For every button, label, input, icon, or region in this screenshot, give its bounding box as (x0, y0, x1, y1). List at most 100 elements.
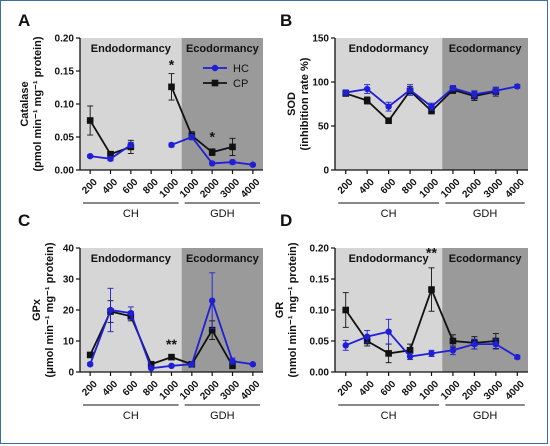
x-tick-label: 4000 (239, 379, 263, 403)
y-axis-title: GR (274, 302, 286, 319)
point-cp (342, 306, 350, 314)
group-label: GDH (210, 410, 235, 422)
x-tick-label: 600 (379, 177, 399, 197)
y-tick-label: 40 (63, 244, 75, 255)
panel-a: Endodormancy Ecodormancy 0.00 0.05 0.10 0.15 0… (18, 11, 263, 220)
point-cp (363, 97, 371, 104)
group-label: GDH (473, 208, 498, 220)
x-tick-label: 3000 (219, 177, 243, 201)
significance-marker: ** (166, 336, 177, 352)
y-tick-label: 0.20 (55, 34, 75, 45)
x-tick-label: 3000 (482, 379, 506, 403)
y-tick-label: 0.20 (310, 244, 330, 255)
y-tick-label: 0.15 (55, 67, 75, 78)
y-tick-label: 0.05 (310, 337, 330, 348)
x-tick-label: 1000 (158, 379, 182, 403)
x-tick-label: 400 (101, 177, 121, 197)
group-label: CH (381, 208, 397, 220)
point-hc (168, 141, 175, 149)
band-label: Endodormancy (349, 253, 430, 265)
series-line-cp (344, 287, 496, 355)
x-tick-label: 4000 (239, 177, 263, 201)
y-tick-label: 0.10 (55, 100, 75, 111)
legend-entry: HC (233, 63, 249, 75)
band-label: Ecodormancy (186, 253, 260, 265)
point-cp (86, 117, 94, 124)
point-hc (385, 328, 392, 335)
point-hc (107, 306, 114, 314)
legend-marker (211, 64, 219, 72)
point-hc (188, 361, 196, 368)
point-cp (208, 326, 216, 334)
significance-marker: * (209, 129, 215, 145)
x-tick-label: 600 (379, 379, 399, 399)
point-cp (428, 286, 435, 293)
x-tick-label: 200 (80, 379, 100, 399)
x-tick-label: 4000 (503, 177, 527, 201)
panel-letter: D (280, 211, 292, 230)
point-hc (342, 342, 349, 349)
x-tick-label: 200 (80, 177, 100, 197)
band-label: Endodormancy (91, 43, 172, 55)
point-hc (492, 340, 500, 348)
point-hc (86, 361, 94, 368)
group-label: CH (381, 410, 397, 422)
y-tick-label: 0.05 (55, 133, 75, 144)
x-tick-label: 2000 (198, 379, 222, 403)
x-tick-label: 600 (121, 177, 141, 197)
y-tick-label: 150 (312, 34, 329, 45)
x-tick-label: 1000 (418, 379, 442, 403)
x-tick-label: 3000 (482, 177, 506, 201)
point-hc (363, 85, 371, 93)
point-hc (188, 133, 196, 141)
x-tick-label: 2000 (461, 177, 485, 201)
y-tick-label: 30 (63, 275, 75, 286)
x-tick-label: 3000 (219, 379, 243, 403)
x-tick-label: 1000 (158, 177, 182, 201)
point-hc (249, 161, 257, 168)
significance-marker: ** (426, 244, 437, 260)
point-hc (127, 141, 135, 149)
point-cp (147, 360, 155, 368)
point-hc (492, 87, 500, 95)
point-hc (229, 158, 236, 166)
point-cp (208, 148, 216, 156)
y-tick-label: 0 (68, 368, 74, 379)
point-cp (449, 337, 457, 345)
y-tick-label: 20 (63, 306, 75, 317)
point-hc (342, 89, 349, 96)
point-cp (168, 353, 175, 361)
panel-b: Endodormancy Ecodormancy 0 50 100 150 SOD (inhi… (280, 11, 528, 220)
panel-c: Endodormancy Ecodormancy 0 10 20 30 40 GPx (μmol… (18, 211, 263, 422)
x-tick-label: 400 (357, 177, 377, 197)
y-tick-label: 50 (318, 122, 330, 133)
band-ecodormancy-bg (442, 38, 528, 170)
x-tick-label: 200 (336, 379, 356, 399)
y-tick-label: 0.00 (310, 368, 330, 379)
band-label: Ecodormancy (449, 253, 523, 265)
point-hc (406, 353, 414, 360)
y-axis-title: SOD (286, 92, 298, 116)
band-label: Endodormancy (91, 253, 172, 265)
series-line-cp (170, 86, 233, 154)
series-line-cp (345, 88, 497, 123)
point-hc (406, 86, 414, 94)
point-hc (449, 347, 457, 354)
point-cp (229, 143, 236, 151)
point-hc (471, 340, 478, 348)
group-label: CH (123, 208, 139, 220)
point-hc (471, 91, 478, 98)
y-axis-subtitle: (inhibition rate %) (299, 57, 311, 150)
band-label: Endodormancy (349, 43, 430, 55)
point-cp (428, 107, 435, 115)
point-hc (208, 297, 216, 304)
point-cp (107, 150, 114, 158)
point-cp (229, 362, 236, 370)
x-tick-label: 600 (121, 379, 141, 399)
point-hc (208, 160, 216, 167)
y-tick-label: 10 (63, 337, 75, 348)
point-cp (86, 351, 94, 359)
y-axis-subtitle: (μmol min⁻¹ mg⁻¹ protein) (44, 242, 56, 377)
panel-d: Endodormancy Ecodormancy 0.00 0.05 0.10 0.15 0… (274, 211, 528, 422)
